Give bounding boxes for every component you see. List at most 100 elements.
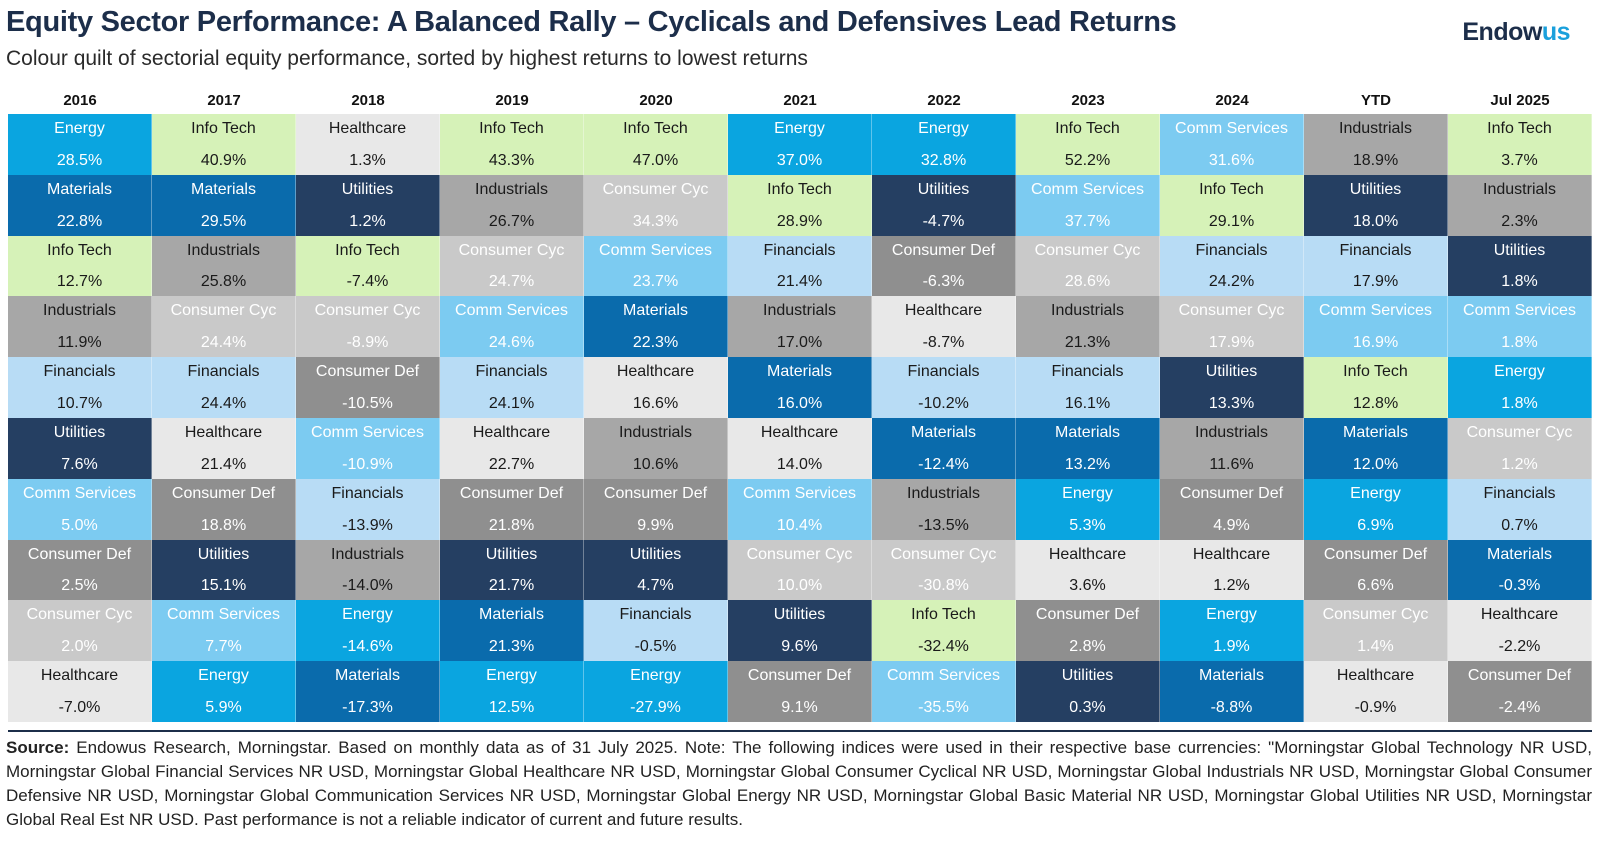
sector-return: 29.5% — [200, 212, 247, 230]
sector-return: 3.6% — [1069, 577, 1106, 595]
sector-return: 9.1% — [781, 698, 818, 716]
sector-return: 21.3% — [488, 638, 535, 656]
quilt-cell: Materials 13.2% — [1016, 417, 1160, 479]
sector-name: Comm Services — [23, 484, 136, 502]
sector-name: Consumer Cyc — [1322, 606, 1429, 624]
quilt-cell: Consumer Def 2.8% — [1016, 600, 1160, 662]
column-header: 2018 — [351, 91, 385, 109]
sector-return: 1.8% — [1501, 334, 1538, 352]
quilt-cell: Materials 29.5% — [152, 174, 296, 236]
sector-return: 13.3% — [1208, 394, 1255, 412]
quilt-cell: Info Tech 12.7% — [8, 235, 152, 297]
sector-name: Energy — [774, 120, 825, 137]
sector-name: Consumer Def — [1035, 606, 1140, 624]
sector-name: Energy — [1350, 484, 1401, 502]
quilt-cell: Consumer Cyc 24.4% — [152, 296, 296, 358]
quilt-cell: Healthcare -0.9% — [1304, 661, 1448, 722]
sector-name: Info Tech — [47, 241, 112, 259]
quilt-cell: Utilities 18.0% — [1304, 174, 1448, 236]
quilt-cell: Materials 21.3% — [440, 600, 584, 662]
quilt-cell: Comm Services 7.7% — [152, 600, 296, 662]
sector-return: 12.0% — [1352, 455, 1399, 473]
sector-return: 9.6% — [781, 638, 818, 656]
sector-name: Utilities — [917, 180, 970, 198]
sector-name: Info Tech — [623, 120, 688, 137]
sector-return: 13.2% — [1064, 455, 1111, 473]
quilt-cell: Financials 24.2% — [1160, 235, 1304, 297]
sector-name: Utilities — [485, 545, 538, 563]
sector-name: Healthcare — [760, 423, 839, 441]
performance-quilt: 2016 Energy 28.5% Materials 22.8% Info Tech 12… — [8, 86, 1592, 722]
sector-return: 4.7% — [637, 577, 674, 595]
quilt-cell: Industrials 21.3% — [1016, 296, 1160, 358]
sector-name: Financials — [619, 606, 692, 624]
sector-name: Financials — [1339, 241, 1412, 259]
sector-name: Consumer Def — [603, 484, 708, 502]
sector-return: -0.3% — [1498, 577, 1541, 595]
quilt-cell: Financials 17.9% — [1304, 235, 1448, 297]
sector-return: 9.9% — [637, 516, 674, 534]
sector-name: Consumer Def — [1179, 484, 1284, 502]
sector-return: 22.3% — [632, 334, 679, 352]
sector-name: Comm Services — [1463, 302, 1576, 320]
quilt-cell: Consumer Cyc 17.9% — [1160, 296, 1304, 358]
sector-name: Industrials — [475, 180, 548, 198]
quilt-cell: Utilities 13.3% — [1160, 357, 1304, 418]
quilt-cell: Utilities 4.7% — [584, 539, 728, 601]
quilt-cell: Utilities -4.7% — [872, 174, 1016, 236]
sector-return: 11.6% — [1209, 455, 1254, 473]
sector-return: 0.3% — [1069, 698, 1106, 716]
quilt-cell: Utilities 0.3% — [1016, 661, 1160, 722]
sector-name: Comm Services — [455, 302, 568, 320]
sector-name: Utilities — [629, 545, 682, 563]
quilt-cell: Financials 0.7% — [1448, 478, 1592, 540]
source-text: Endowus Research, Morningstar. Based on … — [6, 738, 1592, 829]
sector-return: 5.0% — [61, 516, 98, 534]
sector-name: Materials — [911, 423, 976, 441]
sector-return: -0.5% — [634, 638, 677, 656]
quilt-cell: Consumer Cyc 1.4% — [1304, 600, 1448, 662]
sector-name: Info Tech — [1487, 120, 1552, 137]
sector-name: Industrials — [763, 302, 836, 320]
sector-name: Consumer Def — [171, 484, 276, 502]
quilt-cell: Energy 5.9% — [152, 661, 296, 722]
logo-accent: us — [1541, 18, 1571, 46]
sector-name: Financials — [475, 363, 548, 381]
quilt-cell: Financials 16.1% — [1016, 357, 1160, 418]
sector-return: 28.6% — [1064, 273, 1111, 291]
sector-name: Consumer Cyc — [890, 545, 997, 563]
sector-return: 7.7% — [205, 638, 242, 656]
sector-return: 14.0% — [776, 455, 823, 473]
quilt-cell: Industrials 10.6% — [584, 417, 728, 479]
quilt-cell: Utilities 15.1% — [152, 539, 296, 601]
column-header: 2020 — [639, 91, 673, 109]
quilt-cell: Industrials 2.3% — [1448, 174, 1592, 236]
sector-name: Info Tech — [767, 180, 832, 198]
quilt-cell: Comm Services 10.4% — [728, 478, 872, 540]
sector-name: Materials — [1055, 423, 1120, 441]
sector-return: -32.4% — [918, 638, 969, 656]
sector-name: Materials — [1343, 423, 1408, 441]
quilt-cell: Financials -0.5% — [584, 600, 728, 662]
sector-return: 1.8% — [1501, 273, 1538, 291]
quilt-cell: Consumer Def -6.3% — [872, 235, 1016, 297]
sector-name: Financials — [331, 484, 404, 502]
sector-return: 10.0% — [776, 577, 823, 595]
sector-name: Consumer Cyc — [602, 180, 709, 198]
endowus-logo: Endowus — [1462, 18, 1570, 47]
sector-return: 6.9% — [1357, 516, 1394, 534]
sector-return: 16.0% — [776, 394, 823, 412]
sector-return: 25.8% — [200, 273, 247, 291]
sector-name: Info Tech — [191, 120, 256, 137]
sector-name: Info Tech — [1199, 180, 1264, 198]
sector-name: Comm Services — [311, 423, 424, 441]
sector-name: Utilities — [1493, 241, 1546, 259]
sector-return: 1.2% — [1213, 577, 1250, 595]
sector-return: -4.7% — [922, 212, 965, 230]
sector-name: Healthcare — [40, 667, 119, 685]
sector-return: -14.0% — [342, 577, 393, 595]
sector-return: 1.2% — [349, 212, 386, 230]
sector-name: Industrials — [187, 241, 260, 259]
quilt-cell: Comm Services 5.0% — [8, 478, 152, 540]
sector-return: 23.7% — [632, 273, 679, 291]
